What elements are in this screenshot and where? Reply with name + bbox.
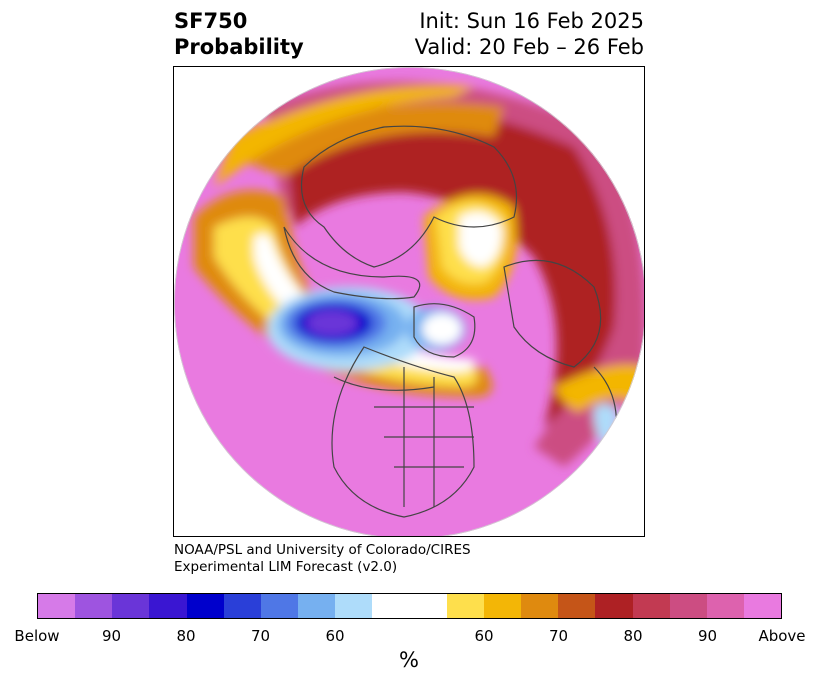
colorbar-segment: [223, 594, 261, 618]
colorbar-segment: [149, 594, 187, 618]
colorbar-segment: [743, 594, 782, 618]
forecast-map: [173, 66, 645, 537]
colorbar-tick-label: 60: [325, 627, 345, 645]
colorbar: [37, 593, 782, 619]
credit-line-1: NOAA/PSL and University of Colorado/CIRE…: [174, 542, 471, 558]
colorbar-tick-label: 90: [101, 627, 122, 645]
colorbar-segment: [298, 594, 336, 618]
colorbar-segment: [38, 594, 76, 618]
credit: NOAA/PSL and University of Colorado/CIRE…: [174, 542, 471, 576]
colorbar-tick-label: 90: [697, 627, 718, 645]
variable-title: SF750: [174, 9, 248, 33]
colorbar-segment: [186, 594, 224, 618]
product-title: Probability: [174, 35, 304, 59]
colorbar-tick-label: Above: [758, 627, 806, 645]
colorbar-segment: [75, 594, 113, 618]
credit-line-2: Experimental LIM Forecast (v2.0): [174, 559, 398, 575]
colorbar-segment: [706, 594, 744, 618]
colorbar-tick-label: 70: [548, 627, 569, 645]
colorbar-segment: [335, 594, 373, 618]
colorbar-unit: %: [399, 648, 419, 672]
colorbar-segment: [632, 594, 670, 618]
colorbar-segment: [521, 594, 559, 618]
title-left: SF750 Probability: [174, 8, 304, 60]
probability-field: [174, 67, 644, 536]
colorbar-segment: [409, 594, 447, 618]
colorbar-tick-label: 80: [623, 627, 643, 645]
title-right: Init: Sun 16 Feb 2025 Valid: 20 Feb – 26…: [415, 8, 644, 60]
colorbar-segment: [260, 594, 299, 618]
colorbar-tick-label: 70: [250, 627, 271, 645]
colorbar-segment: [446, 594, 484, 618]
colorbar-segment: [669, 594, 707, 618]
colorbar-segment: [112, 594, 150, 618]
colorbar-segment: [595, 594, 633, 618]
colorbar-segment: [558, 594, 596, 618]
colorbar-segment: [483, 594, 522, 618]
colorbar-tick-label: 80: [176, 627, 196, 645]
map-svg: [174, 67, 644, 536]
init-date: Init: Sun 16 Feb 2025: [419, 9, 644, 33]
colorbar-tick-label: 60: [474, 627, 494, 645]
valid-range: Valid: 20 Feb – 26 Feb: [414, 35, 644, 59]
colorbar-segment: [372, 594, 410, 618]
colorbar-tick-label: Below: [14, 627, 60, 645]
